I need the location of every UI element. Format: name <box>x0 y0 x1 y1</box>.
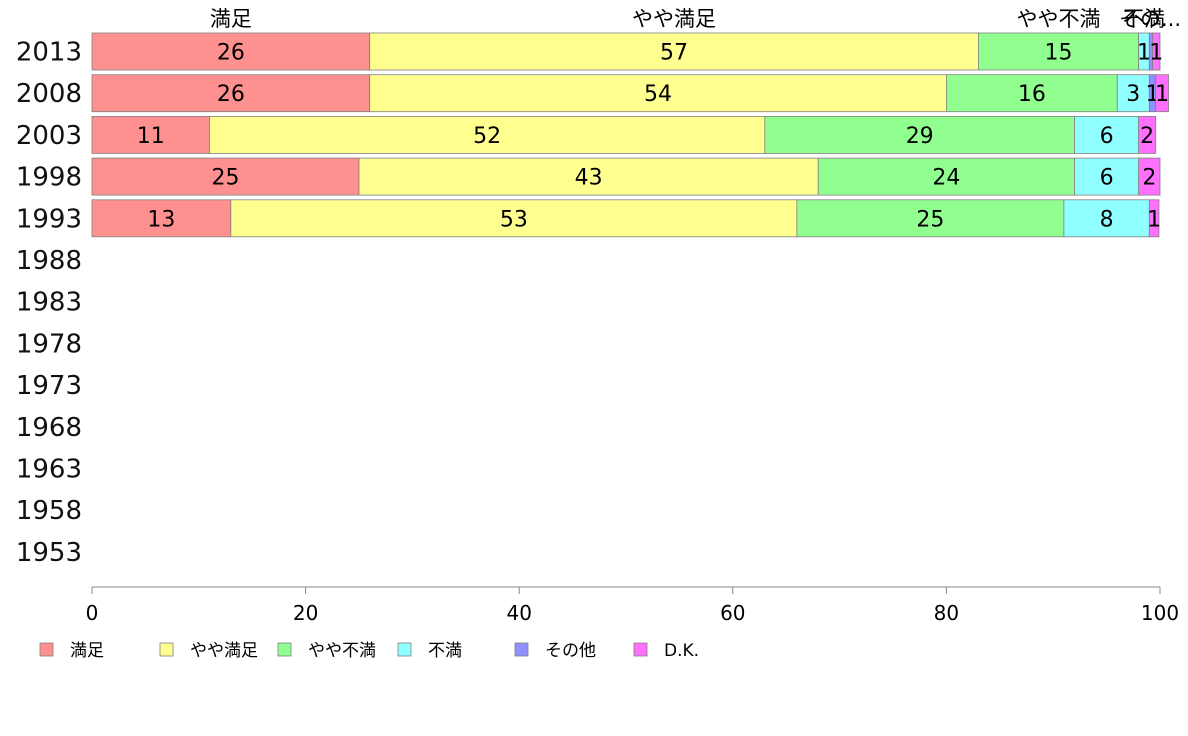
data-label-2003-6: 2 <box>1140 124 1154 149</box>
data-label-2013-3: 15 <box>1045 41 1073 66</box>
category-label-1978: 1978 <box>16 329 82 359</box>
data-label-2008-4: 3 <box>1126 82 1140 107</box>
top-label-1: 満足 <box>210 7 252 31</box>
bar-segment-2013-1 <box>91 32 371 71</box>
bar-segment-2008-4 <box>1116 74 1150 113</box>
legend-label-3: やや不満 <box>308 641 376 661</box>
bar-segment-2013-3 <box>978 32 1140 71</box>
x-tick-label-100: 100 <box>1141 601 1179 625</box>
data-label-2013-6: 1 <box>1149 41 1163 66</box>
category-label-1983: 1983 <box>16 288 82 318</box>
bar-segment-2013-2 <box>369 32 979 71</box>
x-tick-label-20: 20 <box>293 601 318 625</box>
legend-swatch-1 <box>39 642 54 657</box>
bar-segment-1998-4 <box>1074 157 1140 196</box>
bar-segment-2003-3 <box>764 116 1075 154</box>
data-label-2013-2: 57 <box>660 41 688 66</box>
bar-segment-1998-2 <box>358 157 819 196</box>
bar-segment-2008-2 <box>369 74 947 113</box>
category-label-1963: 1963 <box>16 455 82 485</box>
legend-label-1: 満足 <box>70 641 104 661</box>
category-label-1993: 1993 <box>16 204 82 234</box>
bar-segment-2008-1 <box>91 74 371 113</box>
data-label-1998-6: 2 <box>1142 166 1156 191</box>
legend-swatch-5 <box>514 642 529 657</box>
category-label-1968: 1968 <box>16 413 82 443</box>
data-label-1998-4: 6 <box>1100 166 1114 191</box>
category-label-2013: 2013 <box>16 38 82 68</box>
bar-segment-2013-6 <box>1152 32 1161 71</box>
data-label-2003-3: 29 <box>906 124 934 149</box>
bar-segment-1993-3 <box>796 199 1065 238</box>
data-label-1993-6: 1 <box>1147 207 1161 232</box>
x-tick-label-80: 80 <box>934 601 959 625</box>
top-label-2: やや満足 <box>632 7 716 31</box>
legend-label-5: その他 <box>545 641 596 661</box>
data-label-1993-1: 13 <box>147 207 175 232</box>
category-label-1958: 1958 <box>16 496 82 526</box>
data-label-2003-1: 11 <box>137 124 165 149</box>
bar-segment-1998-6 <box>1138 157 1161 196</box>
x-tick-label-40: 40 <box>506 601 531 625</box>
bar-segment-2008-6 <box>1155 74 1169 113</box>
legend-label-4: 不満 <box>428 641 462 661</box>
data-label-2013-1: 26 <box>217 41 245 66</box>
data-label-2008-6: 1 <box>1155 82 1169 107</box>
category-label-2003: 2003 <box>16 121 82 151</box>
bar-segment-1993-6 <box>1148 199 1160 238</box>
data-label-1993-3: 25 <box>916 207 944 232</box>
bar-segment-2008-3 <box>946 74 1118 113</box>
data-label-1998-2: 43 <box>575 166 603 191</box>
bar-segment-2003-2 <box>209 116 766 154</box>
category-label-1988: 1988 <box>16 246 82 276</box>
legend-label-2: やや満足 <box>190 641 258 661</box>
data-label-1993-2: 53 <box>500 207 528 232</box>
category-label-1973: 1973 <box>16 371 82 401</box>
bar-segment-1998-1 <box>91 157 360 196</box>
x-tick-label-0: 0 <box>86 601 99 625</box>
data-label-2008-3: 16 <box>1018 82 1046 107</box>
data-label-2003-4: 6 <box>1100 124 1114 149</box>
bar-segment-2003-4 <box>1074 116 1140 154</box>
bar-segment-2003-6 <box>1138 116 1157 154</box>
legend-swatch-2 <box>159 642 174 657</box>
data-label-1993-4: 8 <box>1100 207 1114 232</box>
legend-label-6: D.K. <box>664 641 699 661</box>
legend-swatch-3 <box>277 642 292 657</box>
data-label-2008-2: 54 <box>644 82 672 107</box>
data-label-1998-3: 24 <box>932 166 960 191</box>
data-label-2013-4: 1 <box>1137 41 1151 66</box>
category-label-1953: 1953 <box>16 538 82 568</box>
top-label-5: その... <box>1119 7 1181 31</box>
x-tick-label-60: 60 <box>720 601 745 625</box>
data-label-2003-2: 52 <box>473 124 501 149</box>
data-label-2008-1: 26 <box>217 82 245 107</box>
bar-segment-1998-3 <box>817 157 1075 196</box>
legend-swatch-4 <box>397 642 412 657</box>
data-label-1998-1: 25 <box>212 166 240 191</box>
legend-swatch-6 <box>633 642 648 657</box>
top-label-3: やや不満 <box>1017 7 1101 31</box>
category-label-2008: 2008 <box>16 79 82 109</box>
category-label-1998: 1998 <box>16 163 82 193</box>
top-label-4: 不満 <box>1123 7 1165 31</box>
